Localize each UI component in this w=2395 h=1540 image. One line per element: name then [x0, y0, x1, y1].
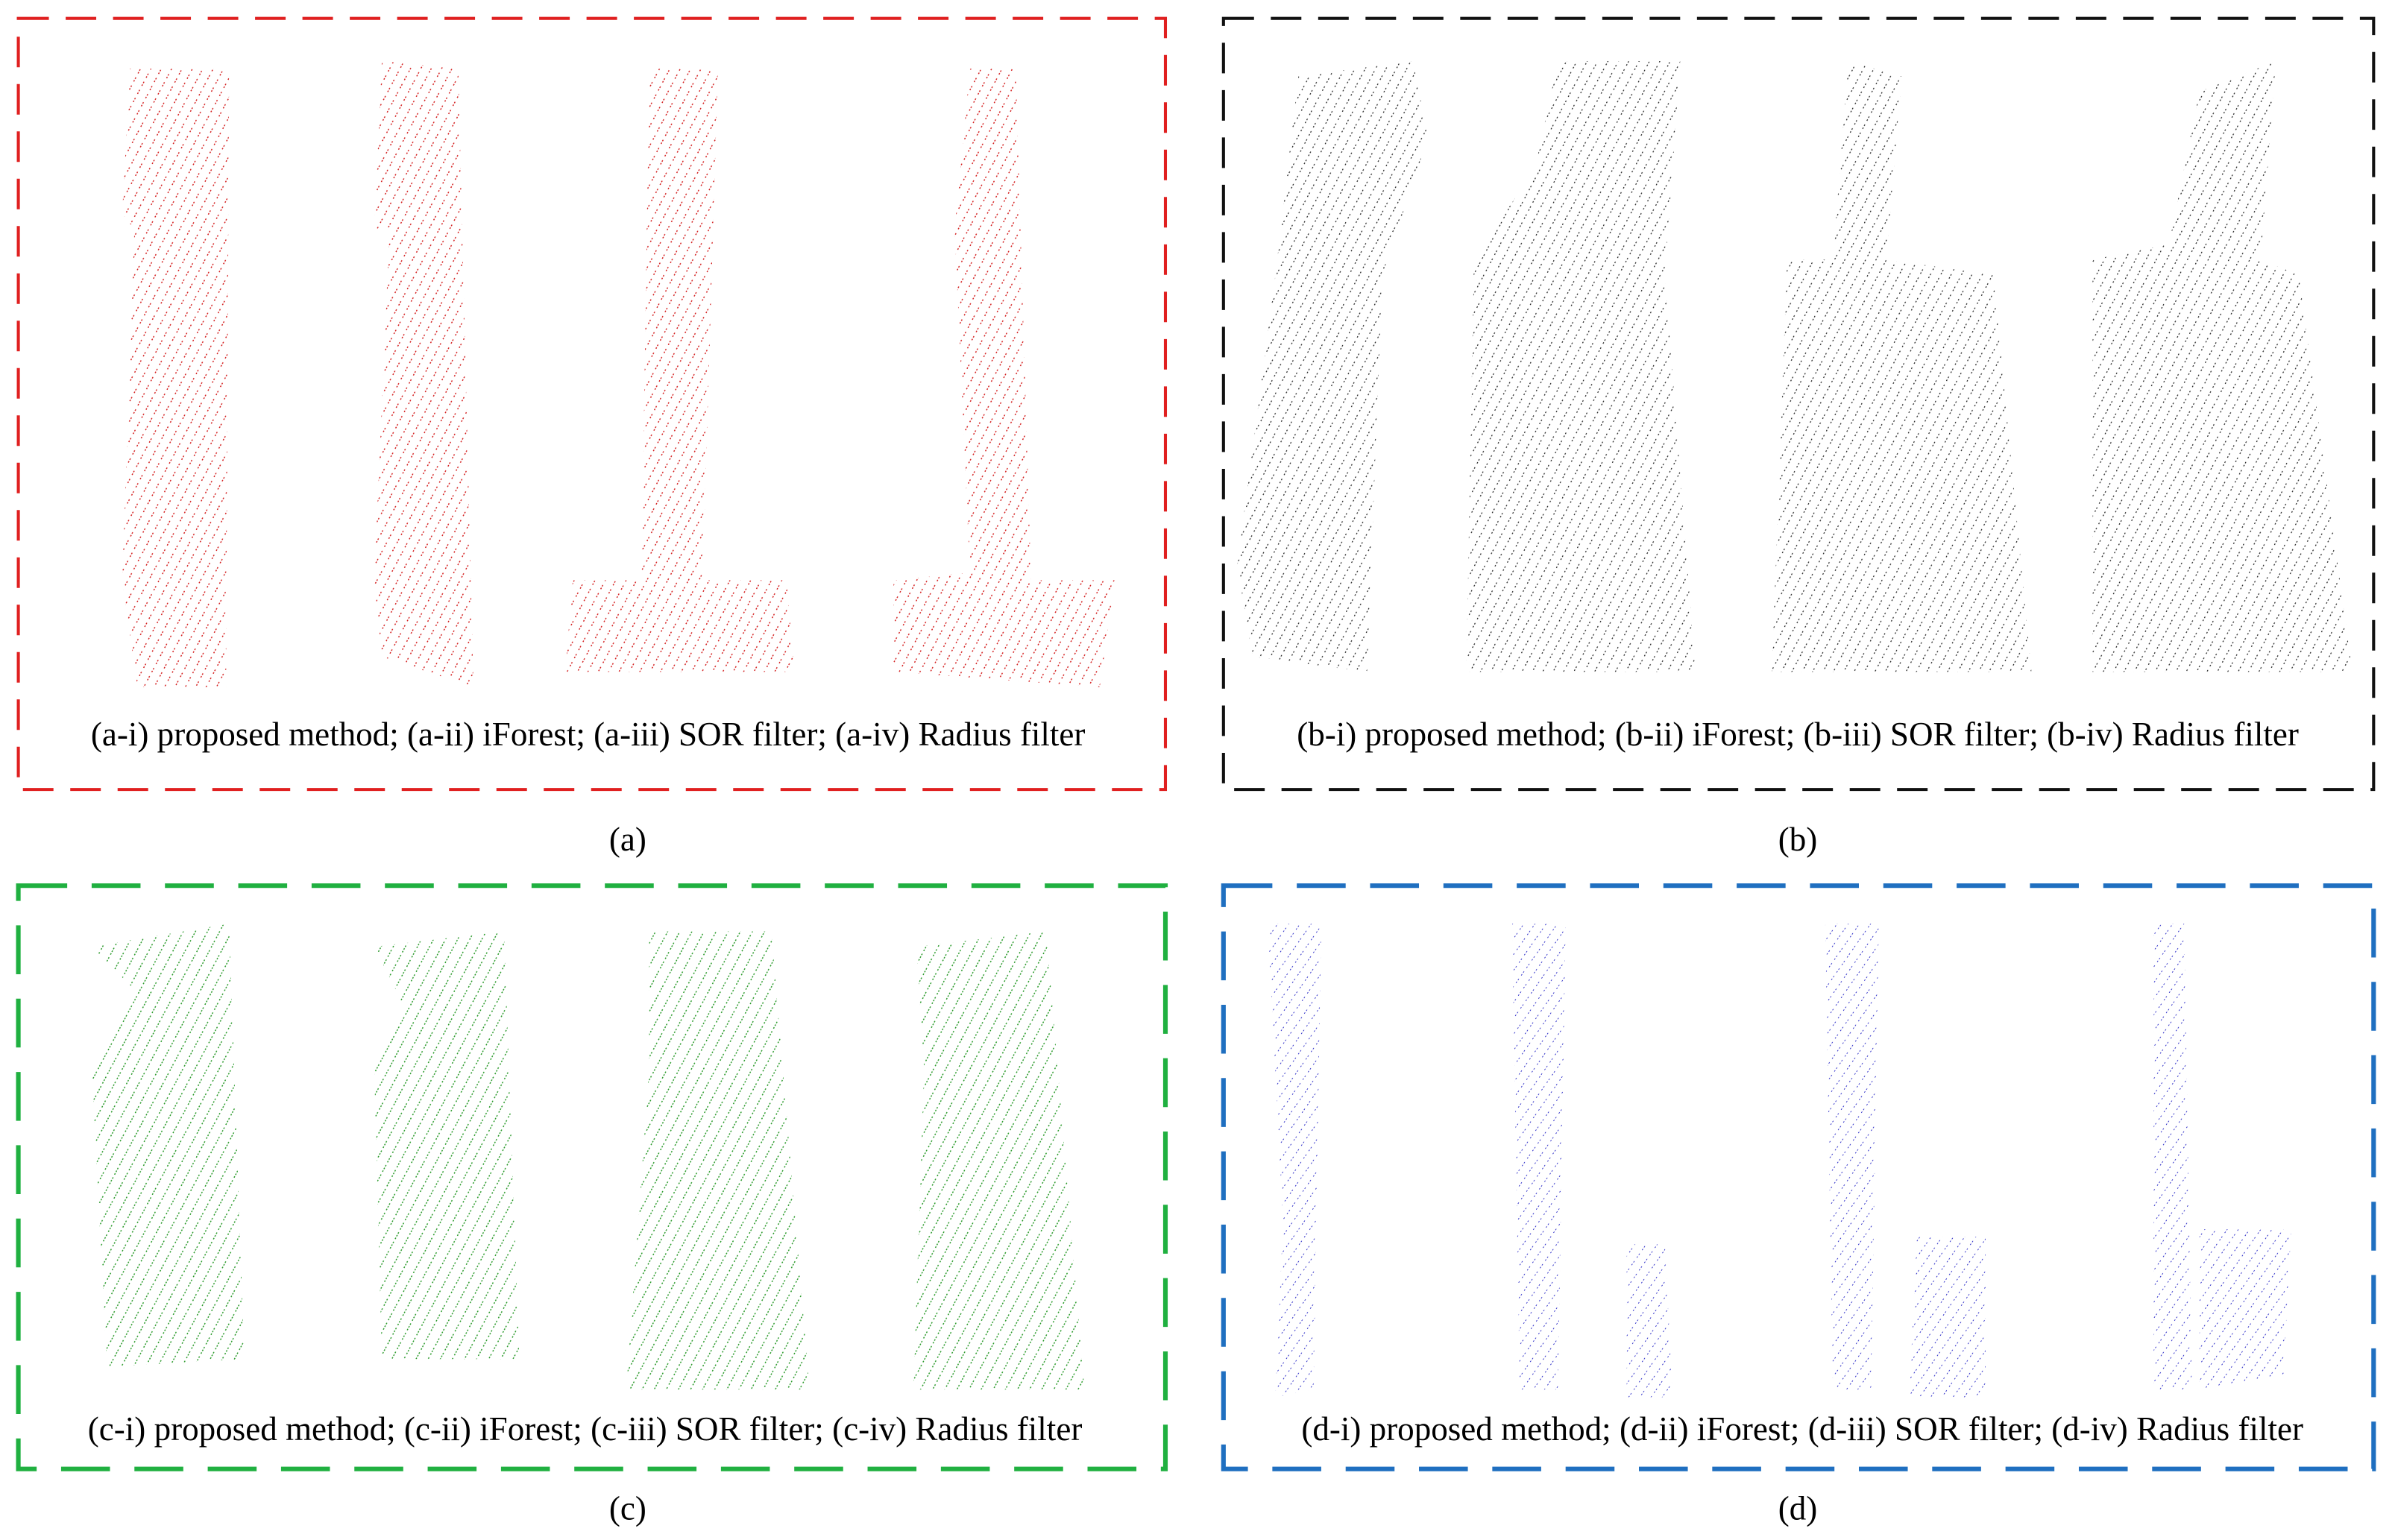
point-cloud	[1466, 60, 1696, 672]
point-cloud	[122, 69, 230, 687]
point-cloud	[1772, 60, 2032, 672]
panel-frame	[1221, 883, 2376, 1471]
panel-label: (d)	[1778, 1489, 1818, 1527]
point-cloud	[1825, 924, 1879, 1390]
caption: (a-i) proposed method; (a-ii) iForest; (…	[91, 716, 1086, 753]
panel-label: (a)	[609, 821, 646, 858]
panel-frame	[16, 16, 1168, 792]
point-cloud	[893, 69, 1115, 687]
point-cloud	[1909, 1237, 1986, 1398]
panel-label: (b)	[1778, 821, 1818, 858]
point-cloud	[1268, 924, 1321, 1398]
point-cloud	[564, 69, 795, 672]
point-cloud	[374, 60, 474, 687]
point-cloud	[1626, 1244, 1673, 1398]
point-cloud	[1237, 60, 1429, 672]
point-cloud	[1511, 924, 1566, 1390]
caption: (b-i) proposed method; (b-ii) iForest; (…	[1297, 716, 2299, 753]
caption: (d-i) proposed method; (d-ii) iForest; (…	[1301, 1410, 2303, 1448]
point-cloud	[2153, 924, 2192, 1390]
point-cloud	[913, 931, 1085, 1390]
panel-frame	[1221, 16, 2376, 792]
point-cloud	[626, 931, 810, 1390]
panel-frame	[16, 883, 1168, 1471]
panel-label: (c)	[609, 1489, 646, 1527]
point-cloud	[2199, 1229, 2291, 1390]
point-cloud	[2092, 60, 2352, 672]
caption: (c-i) proposed method; (c-ii) iForest; (…	[88, 1410, 1083, 1448]
point-cloud	[91, 924, 245, 1367]
point-cloud	[374, 931, 520, 1360]
